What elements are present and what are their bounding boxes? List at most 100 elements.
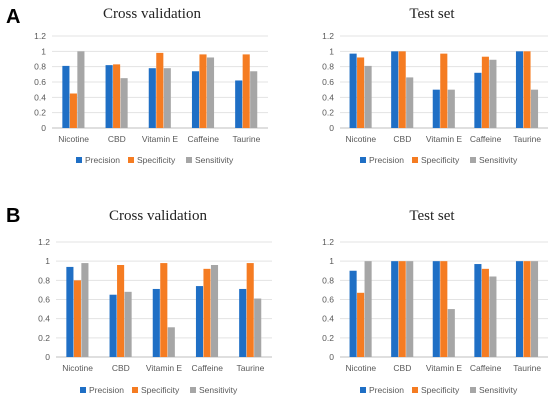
y-tick-label: 0 — [329, 123, 334, 133]
y-tick-label: 0.6 — [34, 77, 46, 87]
bar-sensitivity — [530, 261, 539, 357]
bar-precision — [349, 53, 357, 129]
bar-sensitivity — [210, 265, 219, 357]
bar-specificity — [160, 263, 168, 357]
y-tick-label: 0.2 — [322, 108, 334, 118]
bar-specificity — [481, 56, 489, 129]
bar-sensitivity — [124, 291, 132, 357]
bar-sensitivity — [489, 276, 497, 357]
bar-sensitivity — [364, 261, 372, 357]
legend-label-specificity: Specificity — [141, 385, 180, 395]
legend-swatch-precision — [76, 157, 82, 163]
bar-specificity — [113, 64, 121, 128]
panel-label-a: A — [6, 6, 21, 28]
y-tick-label: 0.4 — [34, 92, 46, 102]
x-tick-label: Vitamin E — [146, 363, 183, 373]
bar-specificity — [242, 54, 250, 128]
bar-precision — [195, 286, 204, 357]
bar-precision — [474, 72, 482, 128]
legend-label-specificity: Specificity — [137, 155, 176, 165]
bar-sensitivity — [447, 309, 455, 357]
bar-sensitivity — [406, 77, 414, 128]
y-tick-label: 0.6 — [322, 77, 334, 87]
bar-precision — [235, 80, 243, 128]
bar-precision — [391, 51, 399, 129]
bar-sensitivity — [250, 71, 258, 128]
legend-swatch-precision — [360, 157, 366, 163]
legend-swatch-sensitivity — [190, 387, 196, 393]
legend-swatch-precision — [80, 387, 86, 393]
x-tick-label: Taurine — [513, 363, 541, 373]
y-tick-label: 1 — [329, 256, 334, 266]
bar-sensitivity — [120, 78, 128, 128]
y-tick-label: 0.8 — [38, 275, 50, 285]
chart-title: Cross validation — [103, 6, 201, 22]
y-tick-label: 1 — [329, 46, 334, 56]
bar-specificity — [523, 261, 531, 357]
x-tick-label: Taurine — [236, 363, 264, 373]
chart-title: Test set — [409, 6, 455, 22]
x-tick-label: Taurine — [513, 134, 541, 144]
bar-specificity — [246, 263, 254, 357]
bar-specificity — [156, 52, 164, 128]
bar-specificity — [117, 265, 125, 357]
legend-swatch-sensitivity — [470, 157, 476, 163]
x-tick-label: Nicotine — [58, 134, 89, 144]
y-tick-label: 0.8 — [34, 62, 46, 72]
y-tick-label: 0.6 — [38, 295, 50, 305]
legend-swatch-specificity — [412, 157, 418, 163]
y-tick-label: 0.8 — [322, 275, 334, 285]
chart-title: Test set — [409, 208, 455, 224]
x-tick-label: Nicotine — [345, 134, 376, 144]
x-tick-label: Nicotine — [62, 363, 93, 373]
bar-precision — [191, 71, 200, 128]
bar-precision — [152, 288, 160, 357]
legend-label-precision: Precision — [89, 385, 124, 395]
bar-sensitivity — [489, 59, 497, 129]
bar-specificity — [357, 57, 365, 128]
bar-specificity — [357, 292, 365, 357]
chart-title: Cross validation — [109, 208, 207, 224]
y-tick-label: 0.2 — [322, 333, 334, 343]
y-tick-label: 1.2 — [322, 31, 334, 41]
bar-specificity — [73, 280, 81, 357]
bar-specificity — [481, 268, 489, 357]
bar-sensitivity — [81, 263, 89, 357]
bar-precision — [432, 89, 440, 128]
y-tick-label: 1.2 — [38, 237, 50, 247]
legend-label-precision: Precision — [369, 155, 404, 165]
x-tick-label: Nicotine — [345, 363, 376, 373]
bar-precision — [432, 261, 440, 357]
legend-swatch-sensitivity — [186, 157, 192, 163]
y-tick-label: 1.2 — [34, 31, 46, 41]
y-tick-label: 0.2 — [38, 333, 50, 343]
legend-label-specificity: Specificity — [421, 155, 460, 165]
y-tick-label: 0 — [45, 352, 50, 362]
panel-label-b: B — [6, 205, 21, 227]
bar-specificity — [398, 261, 406, 357]
x-tick-label: Caffeine — [187, 134, 219, 144]
bar-specificity — [523, 51, 531, 129]
bar-precision — [109, 294, 117, 357]
bar-precision — [239, 288, 247, 357]
x-tick-label: Taurine — [232, 134, 260, 144]
legend-swatch-specificity — [132, 387, 138, 393]
x-tick-label: Vitamin E — [142, 134, 179, 144]
bar-sensitivity — [77, 51, 85, 129]
bar-precision — [349, 270, 357, 357]
y-tick-label: 0 — [329, 352, 334, 362]
bar-precision — [474, 264, 482, 357]
bar-precision — [391, 261, 399, 357]
bar-sensitivity — [447, 89, 455, 128]
bar-specificity — [398, 51, 406, 129]
x-tick-label: Caffeine — [470, 363, 502, 373]
legend-swatch-specificity — [412, 387, 418, 393]
y-tick-label: 0.4 — [38, 314, 50, 324]
x-tick-label: CBD — [112, 363, 130, 373]
bar-specificity — [69, 93, 77, 128]
legend-label-sensitivity: Sensitivity — [479, 155, 518, 165]
y-tick-label: 1 — [41, 46, 46, 56]
legend-label-specificity: Specificity — [421, 385, 460, 395]
x-tick-label: Caffeine — [470, 134, 502, 144]
